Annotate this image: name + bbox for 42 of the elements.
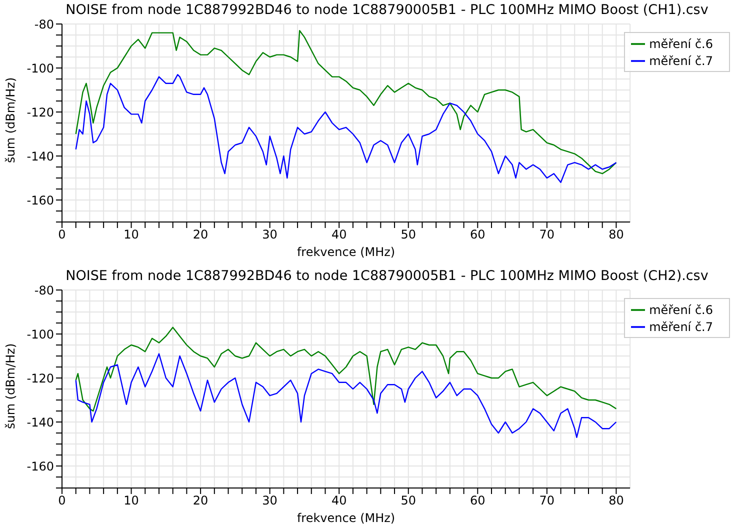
- x-tick-label: 80: [608, 228, 624, 242]
- y-tick-label: -100: [26, 327, 54, 342]
- x-tick-label: 0: [58, 494, 66, 508]
- x-tick-label: 40: [331, 228, 347, 242]
- legend-label: měření č.7: [649, 320, 713, 334]
- x-tick-label: 10: [124, 228, 139, 242]
- x-tick-label: 20: [192, 494, 208, 508]
- x-tick-label: 30: [262, 228, 278, 242]
- y-tick-label: -80: [34, 17, 54, 32]
- y-tick-label: -80: [34, 283, 54, 298]
- legend-label: měření č.7: [649, 54, 713, 68]
- x-tick-label: 20: [192, 228, 208, 242]
- x-tick-label: 40: [331, 494, 347, 508]
- y-tick-label: -120: [26, 105, 54, 120]
- y-tick-label: -100: [26, 61, 54, 76]
- x-tick-label: 50: [400, 494, 416, 508]
- x-tick-label: 70: [539, 494, 555, 508]
- legend-label: měření č.6: [649, 303, 713, 317]
- x-tick-label: 30: [262, 494, 278, 508]
- y-tick-label: -140: [26, 149, 54, 164]
- y-tick-label: -160: [26, 459, 54, 474]
- x-axis-title: frekvence (MHz): [296, 245, 396, 259]
- x-tick-label: 70: [539, 228, 555, 242]
- line-series: [75, 353, 617, 438]
- legend-label: měření č.6: [649, 37, 713, 51]
- y-tick-label: -160: [26, 193, 54, 208]
- y-axis-title: šum (dBm/Hz): [3, 343, 18, 429]
- chart-title: NOISE from node 1C887992BD46 to node 1C88790005B1 - PLC 100MHz MIMO Boost (CH2).csv: [64, 268, 710, 284]
- line-series: [75, 30, 617, 174]
- x-tick-label: 0: [58, 228, 66, 242]
- y-tick-label: -120: [26, 371, 54, 386]
- x-axis-title: frekvence (MHz): [296, 511, 396, 525]
- x-tick-label: 60: [470, 494, 486, 508]
- line-series: [75, 326, 617, 412]
- chart-title: NOISE from node 1C887992BD46 to node 1C88790005B1 - PLC 100MHz MIMO Boost (CH1).csv: [64, 2, 710, 18]
- x-tick-label: 10: [124, 494, 139, 508]
- x-tick-label: 50: [400, 228, 416, 242]
- x-tick-label: 60: [470, 228, 486, 242]
- x-tick-label: 80: [608, 494, 624, 508]
- y-tick-label: -140: [26, 415, 54, 430]
- y-axis-title: šum (dBm/Hz): [3, 77, 18, 163]
- line-series: [75, 74, 617, 183]
